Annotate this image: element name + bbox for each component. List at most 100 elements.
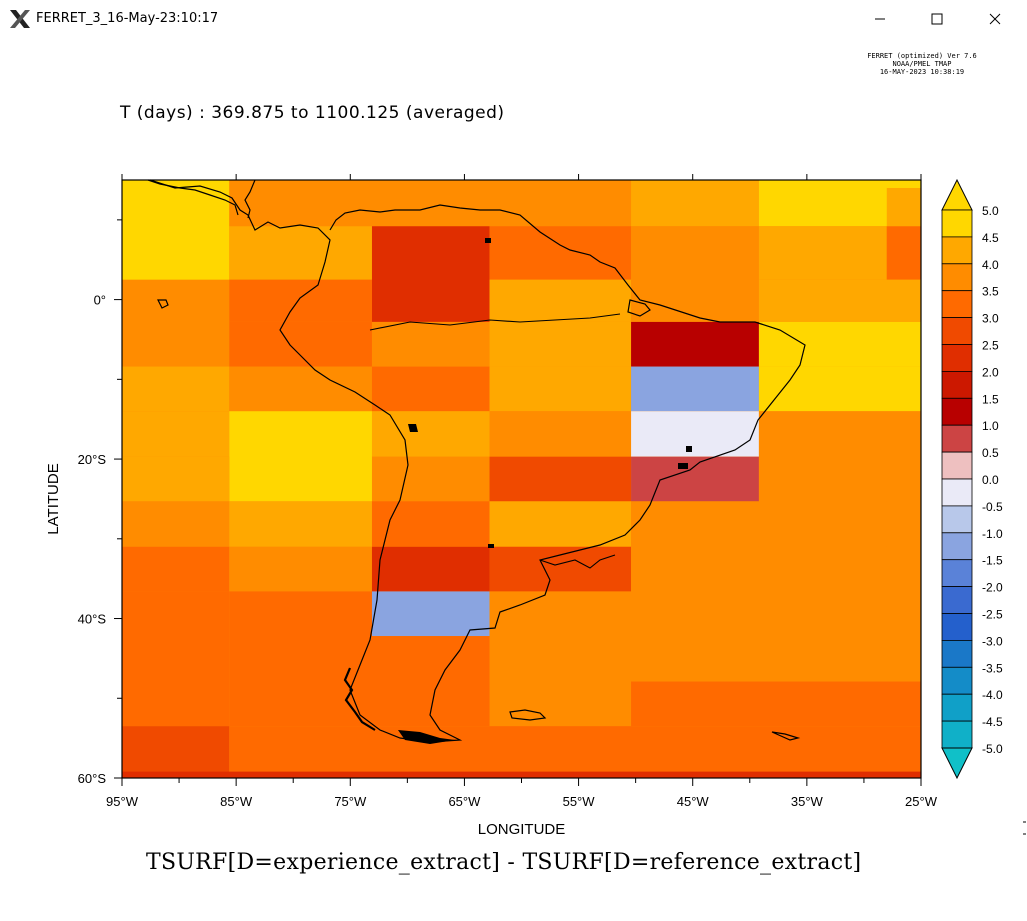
x-tick-label: 55°W: [563, 794, 596, 809]
heatmap-cell: [122, 591, 230, 727]
heatmap-cell: [371, 180, 490, 227]
heatmap-cell: [122, 411, 230, 457]
heatmap-cell: [886, 187, 921, 227]
heatmap-cell: [371, 366, 490, 412]
colorbar-label: -4.5: [982, 715, 1003, 729]
colorbar-swatch: [941, 397, 973, 426]
colorbar-swatch: [941, 613, 973, 641]
heatmap-cell: [758, 411, 921, 457]
lake-titicaca: [408, 424, 418, 432]
colorbar-bottom-arrow: [941, 747, 973, 780]
colorbar: 5.0 4.5 4.0 3.5 3.0 2.5 2.0 1.5 1.0 0.5 0.0 -0.5 -1.…: [941, 178, 1003, 780]
close-icon: [989, 13, 1001, 25]
heatmap-cell: [229, 226, 372, 280]
heatmap-cell: [229, 366, 372, 412]
y-tick-label: 20°S: [78, 452, 107, 467]
heatmap-cell: [229, 180, 372, 227]
heatmap-cell: [758, 279, 921, 322]
heatmap-cell: [631, 411, 759, 457]
colorbar-label: 2.5: [982, 339, 999, 353]
island-falklands: [509, 709, 547, 721]
colorbar-label: -1.5: [982, 554, 1003, 568]
heatmap-cell: [489, 546, 632, 592]
colorbar-top-arrow: [941, 178, 973, 211]
heatmap-cell: [631, 456, 759, 502]
colorbar-swatch: [941, 424, 973, 453]
colorbar-label: -0.5: [982, 500, 1003, 514]
heatmap-cell: [122, 456, 230, 502]
heatmap-cell: [489, 226, 632, 280]
rio-de-la-plata: [539, 554, 616, 569]
colorbar-swatch: [941, 586, 973, 614]
colorbar-label: 3.5: [982, 285, 999, 299]
coastline-caribbean: [244, 179, 256, 219]
heatmap-cell: [631, 279, 759, 322]
y-tick-label: 40°S: [78, 612, 107, 627]
heatmap-cell: [758, 321, 921, 367]
x-tick-label: 85°W: [220, 794, 253, 809]
heatmap-cell: [371, 681, 490, 727]
colorbar-label: 0.5: [982, 446, 999, 460]
coastline: [147, 179, 806, 744]
heatmap-cell: [758, 456, 921, 502]
colorbar-swatch: [941, 317, 973, 345]
colorbar-label: 2.0: [982, 365, 999, 379]
x-tick-label: 65°W: [448, 794, 481, 809]
heatmap-cell: [122, 321, 230, 367]
x-tick-label: 35°W: [791, 794, 824, 809]
heatmap-cell: [489, 456, 632, 502]
colorbar-label: -3.5: [982, 661, 1003, 675]
heatmap-cell: [489, 321, 632, 367]
colorbar-label: -5.0: [982, 742, 1003, 756]
colorbar-label: 0.0: [982, 473, 999, 487]
coastline-central-america: [147, 179, 239, 216]
colorbar-label: 4.0: [982, 258, 999, 272]
colorbar-swatch: [941, 209, 973, 238]
x11-app-icon: [8, 8, 32, 30]
heatmap-cell: [371, 501, 490, 547]
heatmap-cell: [489, 591, 632, 637]
maximize-icon: [931, 13, 943, 25]
heatmap-cell: [489, 279, 632, 322]
colorbar-swatch: [941, 640, 973, 668]
heatmap-cell: [371, 226, 490, 322]
heatmap-cell: [122, 546, 230, 592]
colorbar-swatch: [941, 451, 973, 480]
heatmap-cell: [371, 591, 490, 637]
chile-fjords: [343, 667, 376, 731]
island-marajo: [627, 299, 651, 317]
colorbar-label: 1.5: [982, 392, 999, 406]
heatmap-cell: [122, 501, 230, 547]
colorbar-swatch: [941, 693, 973, 722]
heatmap-cell: [229, 726, 921, 778]
window-edge-marks: [1023, 821, 1026, 835]
heatmap-cell: [371, 411, 490, 457]
colorbar-swatch: [941, 263, 973, 292]
heatmap-cell: [631, 681, 921, 727]
colorbar-swatch: [941, 559, 973, 588]
colorbar-swatch: [941, 666, 973, 695]
minimize-button[interactable]: [857, 4, 903, 34]
y-axis-label: LATITUDE: [45, 463, 62, 534]
maximize-button[interactable]: [914, 4, 960, 34]
x-axis-label: LONGITUDE: [478, 821, 566, 838]
island-brazil-2: [678, 463, 688, 469]
heatmap-cell: [631, 321, 759, 367]
coastline-south-america: [149, 179, 806, 743]
colorbar-swatch: [941, 290, 973, 319]
colorbar-label: 1.0: [982, 419, 999, 433]
island-galapagos: [157, 299, 169, 309]
window-titlebar[interactable]: FERRET_3_16-May-23:10:17: [0, 0, 1027, 38]
island-trinidad: [485, 238, 491, 243]
heatmap-cell: [371, 456, 490, 502]
plot-axes: 95°W 85°W 75°W 65°W 55°W 45°W 35°W 25°W 0° 20°S 40…: [45, 174, 938, 838]
close-button[interactable]: [972, 4, 1018, 34]
heatmap-cell: [631, 501, 759, 547]
heatmap-cell: [758, 366, 921, 412]
heatmap-cell: [886, 501, 921, 547]
heatmap-cell: [631, 180, 759, 227]
heatmap-cell: [229, 279, 372, 322]
x-tick-label: 45°W: [677, 794, 710, 809]
heatmap-cell: [758, 501, 887, 547]
